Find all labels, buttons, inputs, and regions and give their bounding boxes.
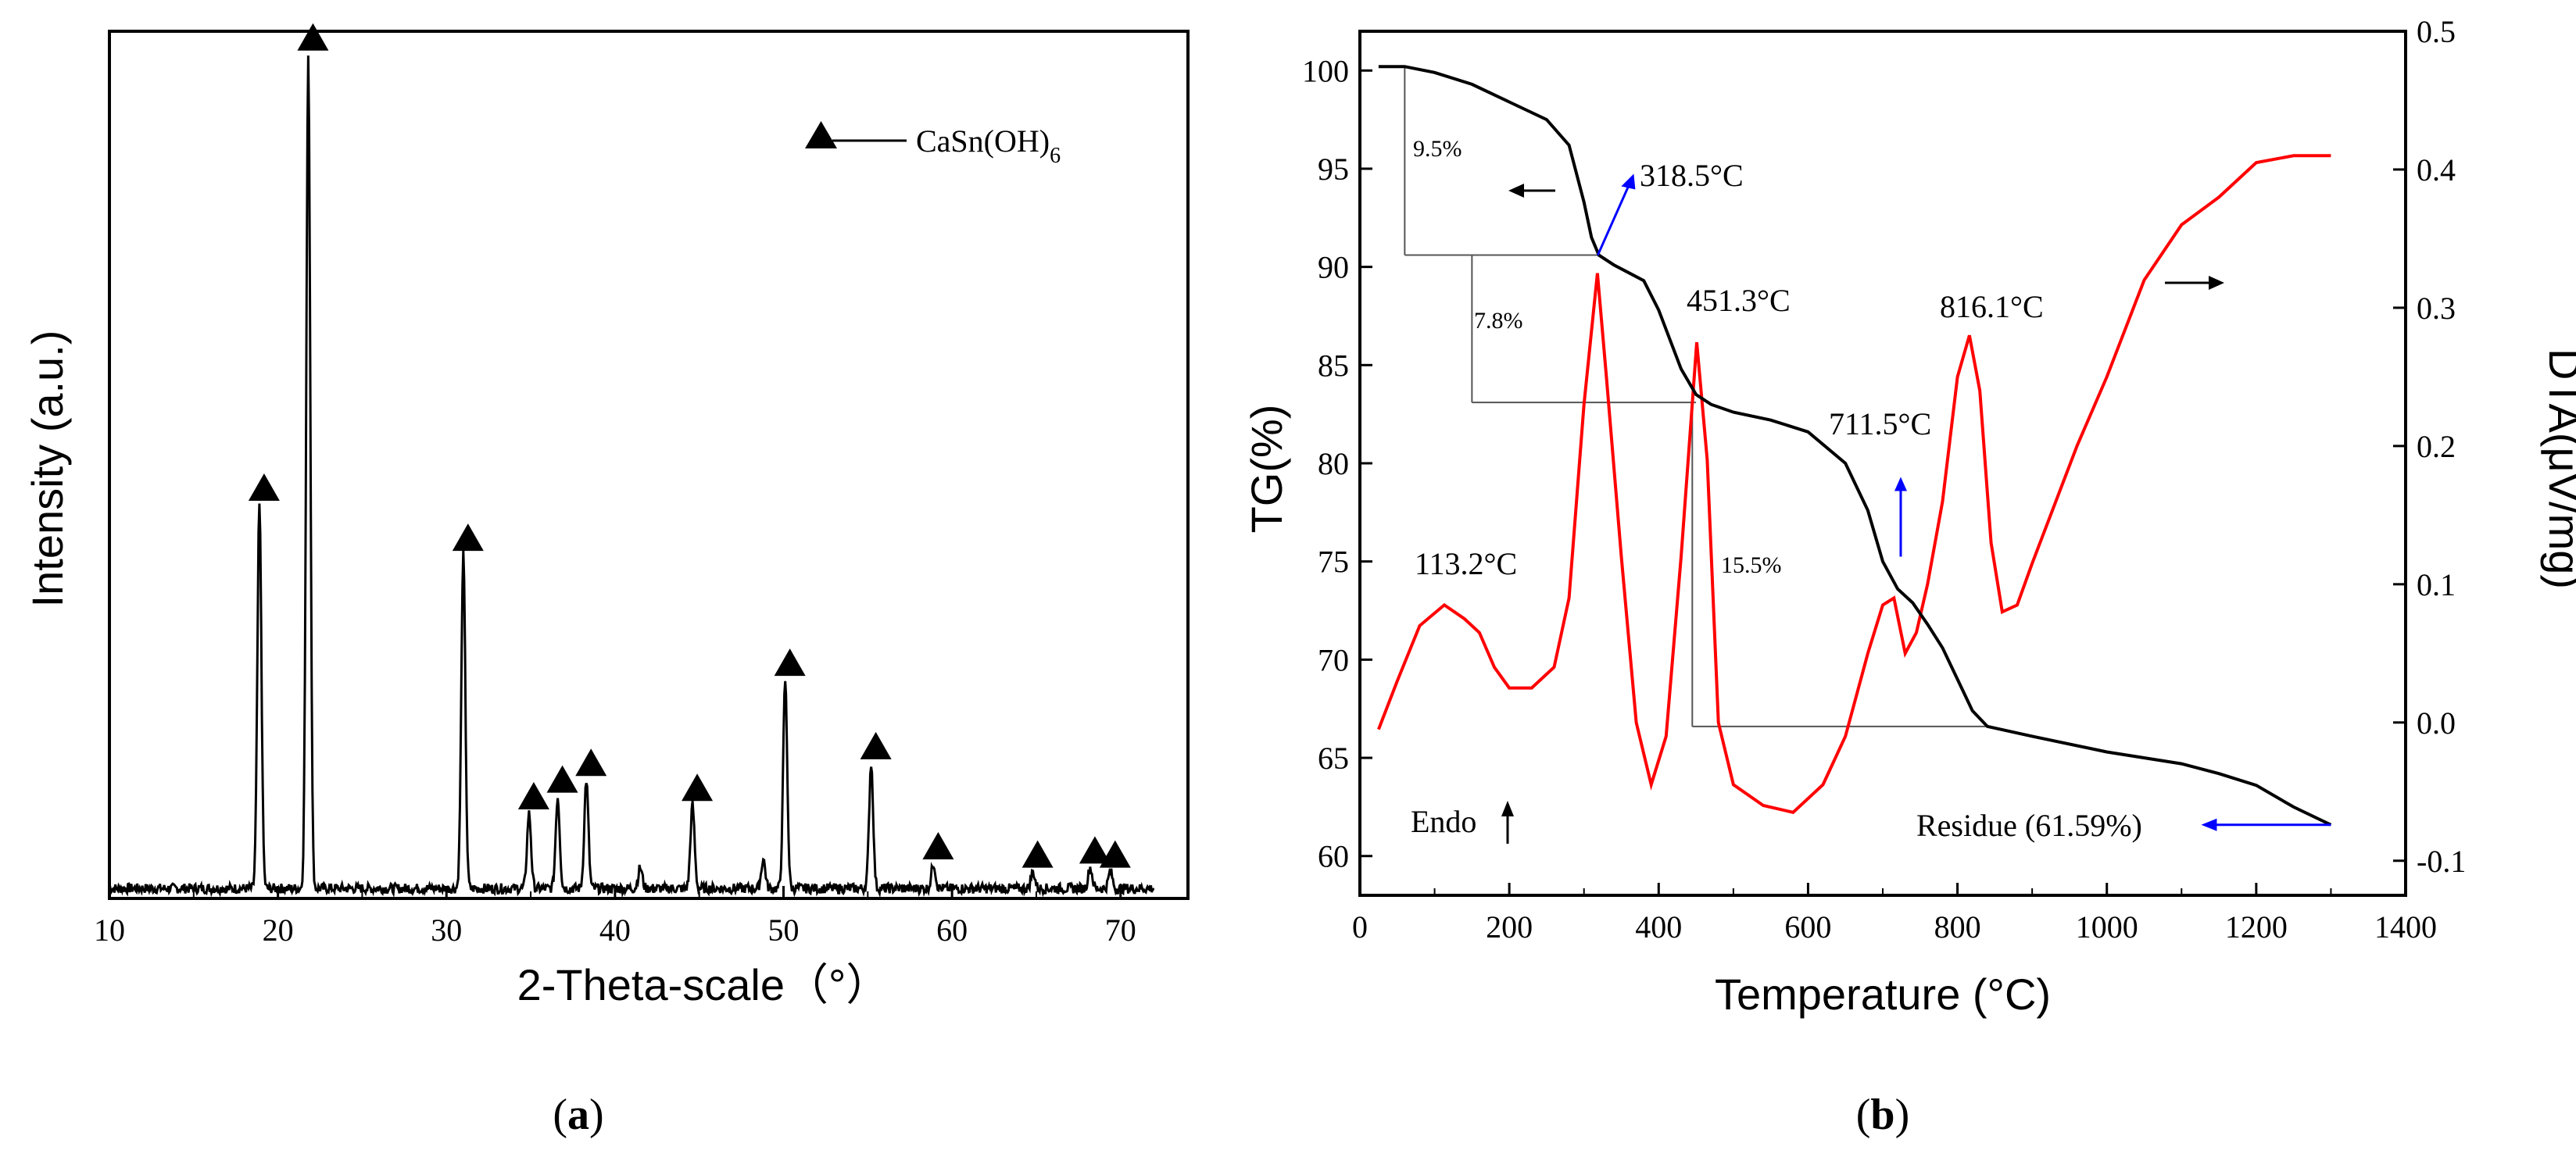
dta-y-axis-label: DTA(μV/mg) xyxy=(2540,348,2576,589)
tg-x-tick-label: 1000 xyxy=(2076,909,2138,945)
xrd-x-tick-label: 60 xyxy=(936,912,968,948)
xrd-x-tick-label: 30 xyxy=(431,912,462,948)
endo-arrow xyxy=(1501,801,1514,844)
xrd-x-tick-label: 70 xyxy=(1105,912,1136,948)
endo-label: Endo xyxy=(1411,804,1476,839)
xrd-peak-marker xyxy=(922,831,954,859)
xrd-y-axis-label: Intensity (a.u.) xyxy=(23,330,72,608)
xrd-peak-marker xyxy=(248,473,280,502)
annotation-451: 451.3°C xyxy=(1687,283,1791,318)
xrd-x-tick-label: 10 xyxy=(94,912,125,948)
tg-x-ticks: 0 200 400 600 800 1000 1200 1400 xyxy=(1352,883,2437,945)
tg-y-tick-label: 90 xyxy=(1318,250,1349,285)
tg-y-axis-label: TG(%) xyxy=(1242,405,1291,534)
arrowhead-318 xyxy=(1621,173,1636,190)
dta-curve xyxy=(1377,154,2331,814)
mass-loss-3: 15.5% xyxy=(1721,552,1782,578)
xrd-pattern-line xyxy=(109,55,1155,898)
xrd-x-tick-label: 40 xyxy=(599,912,631,948)
dta-y-ticks-right: -0.1 0.0 0.1 0.2 0.3 0.4 0.5 xyxy=(2393,14,2466,879)
xrd-chart: 10 20 30 40 50 60 70 CaSn(OH)6 Intensity (a.u.… xyxy=(23,23,1190,1139)
tg-y-tick-label: 70 xyxy=(1318,642,1349,677)
annotation-113: 113.2°C xyxy=(1415,546,1517,581)
tg-y-tick-label: 75 xyxy=(1318,545,1349,580)
tg-axis-direction-arrow xyxy=(1508,184,1555,198)
xrd-x-tick-label: 20 xyxy=(263,912,294,948)
panel-a-caption: (a) xyxy=(553,1091,603,1139)
tg-x-tick-label: 600 xyxy=(1784,909,1831,945)
xrd-peak-marker xyxy=(1079,836,1111,864)
dta-y-tick-label: 0.1 xyxy=(2417,567,2456,602)
tg-curve xyxy=(1378,65,2332,827)
xrd-peak-marker xyxy=(546,765,578,793)
xrd-peak-marker xyxy=(452,523,484,552)
tg-y-tick-label: 85 xyxy=(1318,348,1349,383)
annotation-318: 318.5°C xyxy=(1640,158,1744,193)
tg-x-tick-label: 200 xyxy=(1486,909,1533,945)
mass-loss-guides xyxy=(1404,66,1987,727)
xrd-peak-marker xyxy=(774,648,806,677)
xrd-peak-marker xyxy=(860,731,892,759)
tg-y-tick-label: 65 xyxy=(1318,741,1349,776)
xrd-peak-marker xyxy=(682,773,714,802)
tg-x-tick-label: 1400 xyxy=(2374,909,2437,945)
annotation-816: 816.1°C xyxy=(1940,289,2044,324)
tg-y-tick-label: 95 xyxy=(1318,152,1349,187)
legend-label: CaSn(OH)6 xyxy=(916,123,1061,168)
arrowhead-711 xyxy=(1894,477,1907,491)
tg-y-ticks-left: 60 65 70 75 80 85 90 95 100 xyxy=(1302,53,1372,874)
xrd-legend: CaSn(OH)6 xyxy=(805,121,1061,168)
legend-triangle-marker xyxy=(805,121,837,148)
xrd-peak-marker xyxy=(575,748,607,777)
tg-plot-frame xyxy=(1358,30,2407,897)
dta-y-tick-label: 0.4 xyxy=(2417,152,2456,188)
dta-axis-direction-arrow xyxy=(2165,276,2224,290)
tg-y-tick-label: 60 xyxy=(1318,839,1349,874)
tg-x-tick-label: 0 xyxy=(1352,909,1368,945)
xrd-peak-marker xyxy=(1021,840,1054,868)
tg-y-tick-label: 100 xyxy=(1302,53,1349,88)
dta-y-tick-label: 0.3 xyxy=(2417,291,2456,326)
tg-x-tick-label: 800 xyxy=(1934,909,1981,945)
xrd-peak-marker xyxy=(297,23,329,51)
peak-annotation-arrows xyxy=(1597,173,2331,831)
xrd-peak-marker xyxy=(1099,840,1131,868)
xrd-x-ticks: 10 20 30 40 50 60 70 xyxy=(94,886,1136,948)
tg-dta-chart: 0 200 400 600 800 1000 1200 1400 60 65 70 75 80 85 90… xyxy=(1242,14,2576,1139)
dta-y-tick-label: 0.5 xyxy=(2417,14,2456,49)
xrd-peak-markers xyxy=(248,23,1131,868)
arrowhead-residue xyxy=(2201,818,2217,831)
mass-loss-1: 9.5% xyxy=(1413,136,1462,162)
dta-y-tick-label: 0.2 xyxy=(2417,429,2456,464)
dta-y-tick-label: -0.1 xyxy=(2417,844,2466,879)
tg-y-tick-label: 80 xyxy=(1318,446,1349,481)
dta-y-tick-label: 0.0 xyxy=(2417,705,2456,741)
xrd-x-axis-label: 2-Theta-scale（°） xyxy=(517,960,890,1009)
tg-x-tick-label: 400 xyxy=(1635,909,1682,945)
tg-x-tick-label: 1200 xyxy=(2225,909,2288,945)
arrow-318 xyxy=(1597,184,1630,256)
mass-loss-2: 7.8% xyxy=(1474,308,1523,334)
xrd-peak-marker xyxy=(517,781,549,809)
tg-x-axis-label: Temperature (°C) xyxy=(1715,970,2051,1019)
residue-label: Residue (61.59%) xyxy=(1916,808,2142,843)
xrd-x-tick-label: 50 xyxy=(768,912,800,948)
annotation-711: 711.5°C xyxy=(1829,406,1931,441)
panel-b-caption: (b) xyxy=(1856,1091,1909,1139)
xrd-plot-frame xyxy=(108,30,1190,900)
